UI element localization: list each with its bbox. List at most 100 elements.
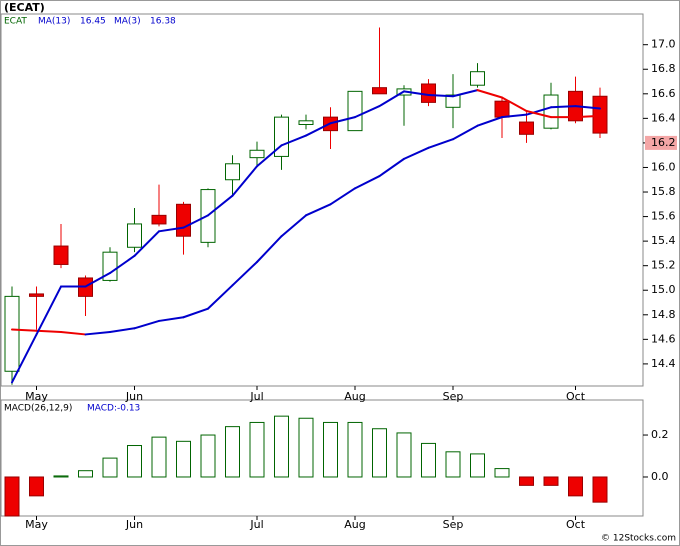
y-tick-label: 16.4 <box>651 111 676 124</box>
ma-line <box>525 106 552 116</box>
ma-line <box>35 329 62 333</box>
ma-line <box>378 90 405 108</box>
candle-body <box>519 121 534 135</box>
macd-bar <box>249 421 265 478</box>
x-tick-label: Sep <box>443 518 464 531</box>
ma-line <box>329 116 356 125</box>
macd-bar <box>372 428 387 478</box>
ma-line <box>329 187 356 206</box>
ma-line <box>354 105 381 119</box>
legend-ma13-value: 16.45 <box>80 17 106 27</box>
legend-ticker: ECAT <box>4 17 27 27</box>
candle-body <box>592 95 608 134</box>
last-price-label: 16.2 <box>651 136 676 149</box>
ma-line <box>403 90 430 97</box>
x-tick-label: May <box>25 518 48 531</box>
macd-bar <box>445 451 461 478</box>
ma-line <box>501 113 528 119</box>
ma-line <box>452 124 479 141</box>
macd-bar <box>151 436 167 478</box>
macd-bar <box>323 421 338 478</box>
macd-bar <box>4 476 20 517</box>
ma-line <box>256 235 283 263</box>
ma-line <box>574 105 601 110</box>
macd-bar <box>592 476 608 503</box>
macd-bar <box>470 453 485 478</box>
candle-body <box>445 94 461 108</box>
ma-line <box>525 109 552 119</box>
candle-body <box>176 203 191 237</box>
y-tick-label: 15.8 <box>651 185 676 198</box>
y-tick-label: 15.4 <box>651 234 676 247</box>
y-tick-label: 0.2 <box>651 428 669 441</box>
ma-line <box>550 105 577 109</box>
ma-line <box>158 316 185 322</box>
ma-line <box>207 194 234 217</box>
macd-bar <box>519 476 534 486</box>
ma-line <box>35 285 62 336</box>
ma-line <box>378 157 405 178</box>
x-tick-label: Jul <box>249 390 263 403</box>
macd-bar <box>494 468 510 478</box>
ma-line <box>158 226 185 233</box>
ma-line <box>207 284 234 310</box>
x-tick-label: Jul <box>249 518 263 531</box>
macd-bar <box>568 476 583 497</box>
y-tick-label: 0.0 <box>651 470 669 483</box>
ma-line <box>11 333 38 384</box>
y-tick-label: 16.6 <box>651 87 676 100</box>
ma-line <box>452 89 479 98</box>
candle-body <box>421 83 436 103</box>
candle-body <box>127 223 142 248</box>
candle-body <box>225 163 240 181</box>
ma-line <box>427 94 454 98</box>
candle-body <box>470 71 485 86</box>
ma-line <box>133 319 160 330</box>
macd-value: -0.13 <box>117 404 140 414</box>
ma-line <box>84 272 111 288</box>
candle-body <box>29 293 44 297</box>
ma-line <box>574 114 601 119</box>
candle-body <box>4 295 20 372</box>
legend-ma3: MA(3) <box>114 17 141 27</box>
ma-line <box>133 230 160 257</box>
macd-bar <box>78 470 93 478</box>
macd-bar <box>53 475 69 478</box>
candle-body <box>274 116 289 157</box>
candle-body <box>151 214 167 225</box>
ma-line <box>109 254 136 275</box>
macd-name: MACD: <box>87 404 117 414</box>
ma-line <box>182 214 209 229</box>
ma-line <box>305 203 332 217</box>
ma-line <box>280 134 307 147</box>
candle-body <box>102 251 118 281</box>
ma-line <box>256 144 283 168</box>
ma-line <box>354 175 381 190</box>
macd-panel <box>0 399 644 517</box>
ma-line <box>427 138 454 149</box>
ma-line <box>280 214 307 238</box>
candle-body <box>543 94 559 129</box>
x-tick-label: Aug <box>344 518 365 531</box>
macd-bar <box>274 415 289 478</box>
y-tick-label: 15.6 <box>651 210 676 223</box>
macd-bar <box>543 476 559 486</box>
y-tick-label: 14.8 <box>651 308 676 321</box>
candle-body <box>347 90 363 132</box>
x-tick-label: Oct <box>566 518 586 531</box>
ma-line <box>182 307 209 319</box>
macd-bar <box>298 417 314 478</box>
ma-line <box>84 330 111 336</box>
x-tick-label: Aug <box>344 390 365 403</box>
macd-bar <box>200 434 216 478</box>
macd-bar <box>421 442 436 478</box>
macd-bar <box>176 440 191 478</box>
x-tick-label: Jun <box>125 518 143 531</box>
macd-bar <box>102 457 118 478</box>
y-tick-label: 15.0 <box>651 283 676 296</box>
y-tick-label: 15.2 <box>651 259 676 272</box>
macd-bar <box>347 421 363 478</box>
x-tick-label: Oct <box>566 390 586 403</box>
footer: © 12Stocks.com <box>601 534 676 544</box>
